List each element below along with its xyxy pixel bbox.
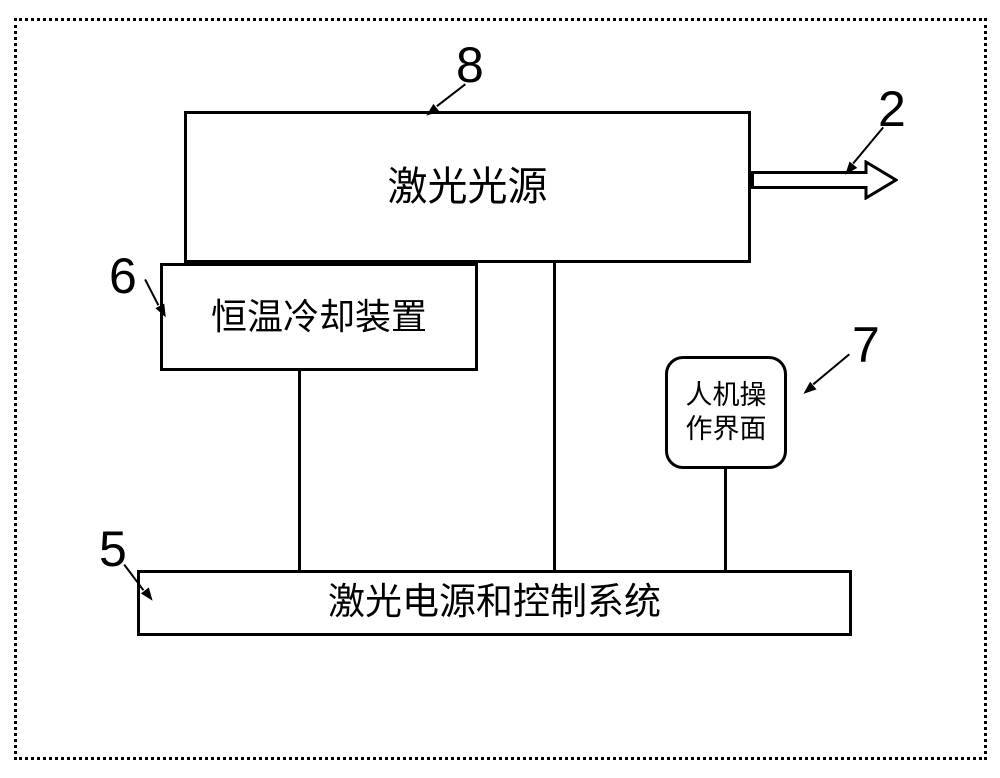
block-laser_source-label: 激光光源 — [382, 162, 554, 212]
block-hmi: 人机操 作界面 — [665, 356, 787, 469]
block-hmi-label: 人机操 作界面 — [680, 379, 773, 447]
block-power_control: 激光电源和控制系统 — [137, 570, 852, 636]
arrow-join-patch — [864, 174, 870, 186]
numeral-5: 5 — [99, 520, 127, 578]
block-laser_source: 激光光源 — [184, 111, 751, 263]
connector-laser_to_power — [553, 263, 556, 570]
numeral-6: 6 — [109, 247, 137, 305]
block-cooling-label: 恒温冷却装置 — [205, 295, 433, 340]
block-power_control-label: 激光电源和控制系统 — [322, 580, 667, 626]
connector-cool_to_power — [298, 371, 301, 570]
numeral-7: 7 — [852, 316, 880, 374]
block-cooling: 恒温冷却装置 — [160, 263, 478, 371]
connector-hmi_to_power — [724, 469, 727, 570]
